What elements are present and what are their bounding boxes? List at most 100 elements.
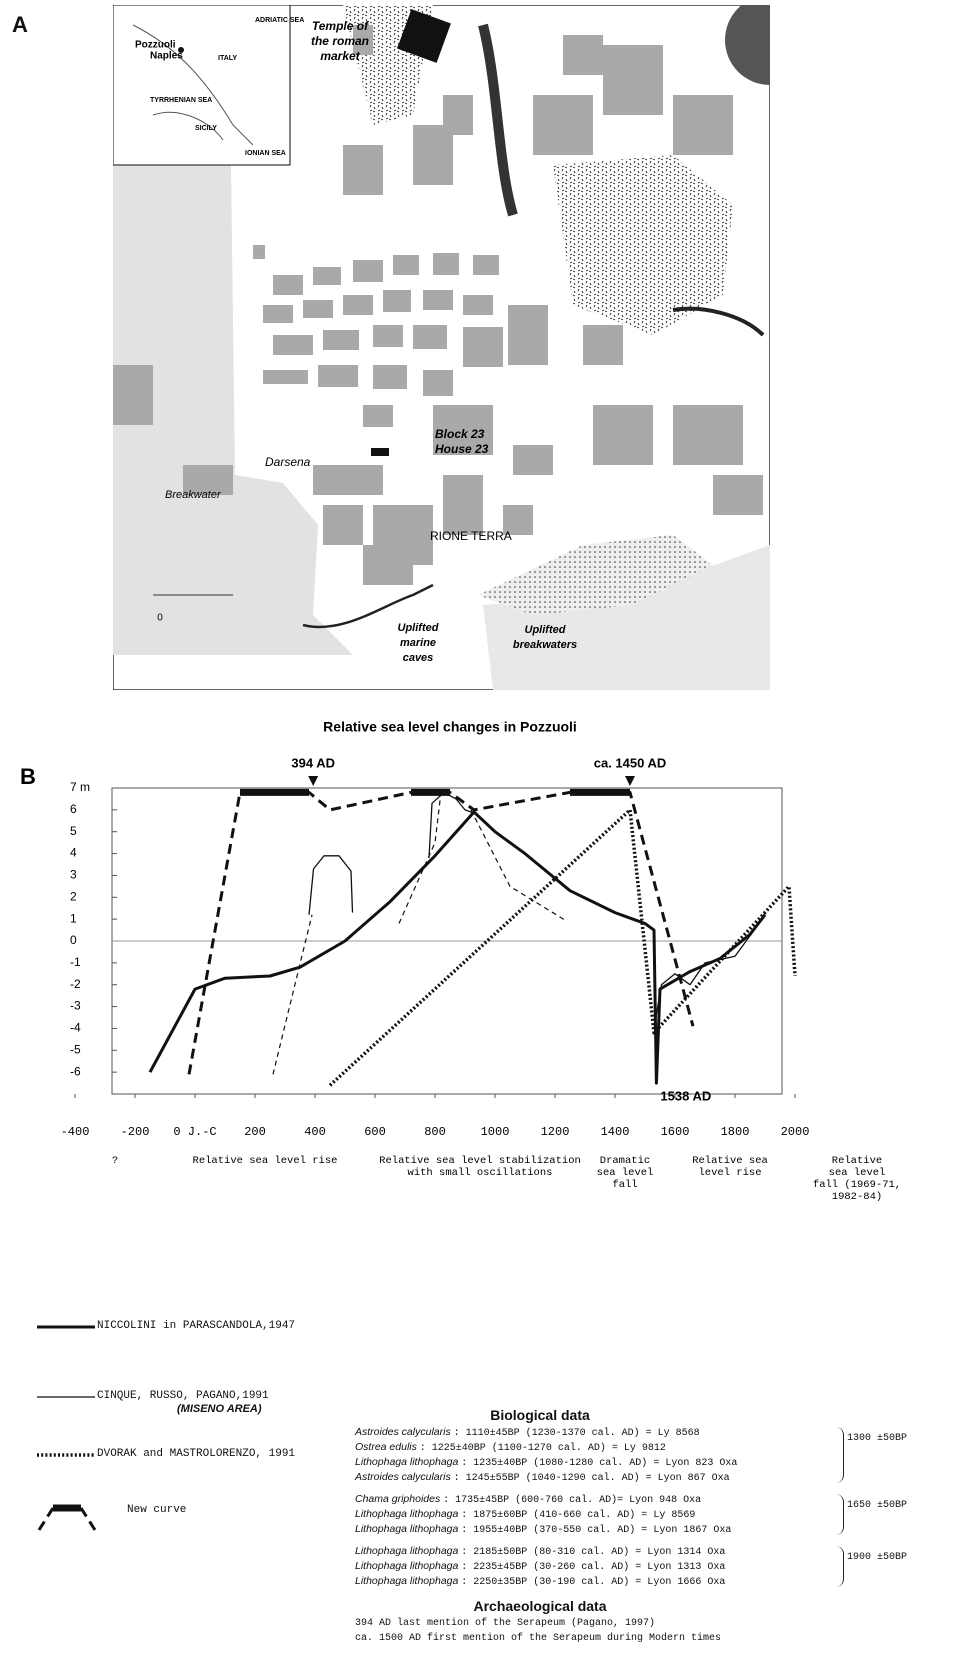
building: [363, 405, 393, 427]
building: [433, 253, 459, 275]
building: [353, 260, 383, 282]
species: Lithophaga lithophaga: [355, 1560, 459, 1572]
building: [673, 95, 733, 155]
road: [672, 306, 765, 337]
series-line: [272, 791, 568, 1075]
x-tick-label: 0 J.-C: [173, 1125, 216, 1139]
phase-label: sea level: [829, 1167, 886, 1179]
building: [473, 255, 499, 275]
chart-title: Relative sea level changes in Pozzuoli: [323, 719, 577, 735]
building: [323, 330, 359, 350]
species: Lithophaga lithophaga: [355, 1508, 459, 1520]
data-group: Astroides calycularis : 1110±45BP (1230-…: [355, 1425, 955, 1485]
x-tick-label: 1200: [541, 1125, 570, 1139]
legend-item: DVORAK and MASTROLORENZO, 1991: [35, 1448, 327, 1482]
inset-map: [113, 5, 291, 166]
data-groups: Astroides calycularis : 1110±45BP (1230-…: [355, 1425, 955, 1589]
inset-label: SICILY: [195, 125, 217, 132]
building: [183, 465, 233, 495]
phase-label: ?: [112, 1155, 118, 1167]
dating: : 1245±55BP (1040-1290 cal. AD) = Lyon 8…: [453, 1473, 730, 1484]
building: [508, 305, 548, 365]
dating: : 1235±40BP (1080-1280 cal. AD) = Lyon 8…: [461, 1458, 738, 1469]
map-label: Uplifted: [398, 622, 439, 634]
legend-note: (MISENO AREA): [177, 1403, 262, 1415]
x-tick-label: 2000: [781, 1125, 810, 1139]
coastline: [132, 24, 254, 146]
legend-swatch: [37, 1396, 95, 1398]
map-label: Breakwater: [165, 489, 222, 501]
map-label: House 23: [435, 442, 489, 456]
data-row: Lithophaga lithophaga : 2250±35BP (30-19…: [355, 1574, 955, 1589]
building: [563, 35, 603, 75]
y-tick-label: -3: [70, 999, 81, 1013]
dating: : 1225±40BP (1100-1270 cal. AD) = Ly 981…: [419, 1443, 666, 1454]
x-tick-label: 1000: [481, 1125, 510, 1139]
building: [253, 245, 265, 259]
y-tick-label: -5: [70, 1042, 81, 1056]
brace: [835, 1494, 844, 1535]
panel-label: B: [20, 764, 36, 789]
data-row: Lithophaga lithophaga : 2185±50BP (80-31…: [355, 1544, 955, 1559]
y-tick-label: 7 m: [70, 780, 90, 794]
group-label: 1300 ±50BP: [847, 1433, 908, 1444]
legend-label: NICCOLINI in PARASCANDOLA,1947: [97, 1320, 296, 1332]
dating: : 2185±50BP (80-310 cal. AD) = Lyon 1314…: [461, 1547, 726, 1558]
legend-label: CINQUE, RUSSO, PAGANO,1991 (MISENO AREA): [97, 1390, 327, 1415]
map-label: 0: [157, 613, 163, 624]
data-row: Astroides calycularis : 1110±45BP (1230-…: [355, 1425, 955, 1440]
building: [713, 475, 763, 515]
annotation: 1538 AD: [660, 1089, 711, 1104]
building: [443, 475, 483, 535]
building: [263, 305, 293, 323]
legend-label: DVORAK and MASTROLORENZO, 1991: [97, 1448, 296, 1460]
legend-swatch: [37, 1453, 95, 1457]
building: [393, 255, 419, 275]
series-line: [308, 791, 766, 1029]
map-label: caves: [403, 652, 434, 664]
building: [313, 267, 341, 285]
data-row: Chama griphoides : 1735±45BP (600-760 ca…: [355, 1492, 955, 1507]
building: [313, 465, 383, 495]
location: [178, 47, 184, 53]
dating: : 1875±60BP (410-660 cal. AD) = Ly 8569: [461, 1510, 696, 1521]
building: [583, 325, 623, 365]
dating: : 1735±45BP (600-760 cal. AD)= Lyon 948 …: [443, 1495, 702, 1506]
y-tick-label: -2: [70, 977, 81, 991]
data-row: Ostrea edulis : 1225±40BP (1100-1270 cal…: [355, 1440, 955, 1455]
y-tick-label: 1: [70, 911, 77, 925]
legend-item: New curve: [35, 1498, 357, 1532]
map-label: the roman: [311, 34, 369, 48]
legend-label: New curve: [127, 1504, 187, 1516]
building: [353, 25, 373, 55]
building: [413, 325, 447, 349]
building: [423, 290, 453, 310]
inset-label: TYRRHENIAN SEA: [150, 97, 212, 104]
data-row: Lithophaga lithophaga : 2235±45BP (30-26…: [355, 1559, 955, 1574]
building: [371, 448, 389, 456]
building: [343, 295, 373, 315]
dating: : 1955±40BP (370-550 cal. AD) = Lyon 186…: [461, 1525, 732, 1536]
breakwater-area: [478, 535, 713, 615]
map-label: Block 23: [435, 427, 485, 441]
archaeological-line: ca. 1500 AD first mention of the Serapeu…: [355, 1633, 722, 1644]
building: [273, 275, 303, 295]
species: Ostrea edulis: [355, 1441, 417, 1453]
group-label: 1900 ±50BP: [847, 1552, 908, 1563]
ruins: [553, 155, 733, 335]
building: [513, 445, 553, 475]
inset-label: ITALY: [218, 55, 237, 62]
map-label: Darsena: [265, 455, 311, 469]
landmark: [725, 5, 770, 85]
phase-label: Relative sea: [692, 1155, 768, 1167]
species: Lithophaga lithophaga: [355, 1456, 459, 1468]
building: [503, 505, 533, 535]
section-title: Biological data: [490, 1407, 590, 1423]
data-row: Lithophaga lithophaga : 1235±40BP (1080-…: [355, 1455, 955, 1470]
building: [318, 365, 358, 387]
species: Lithophaga lithophaga: [355, 1575, 459, 1587]
sea: [483, 545, 770, 690]
building: [413, 125, 453, 185]
panel-label: A: [12, 12, 28, 37]
